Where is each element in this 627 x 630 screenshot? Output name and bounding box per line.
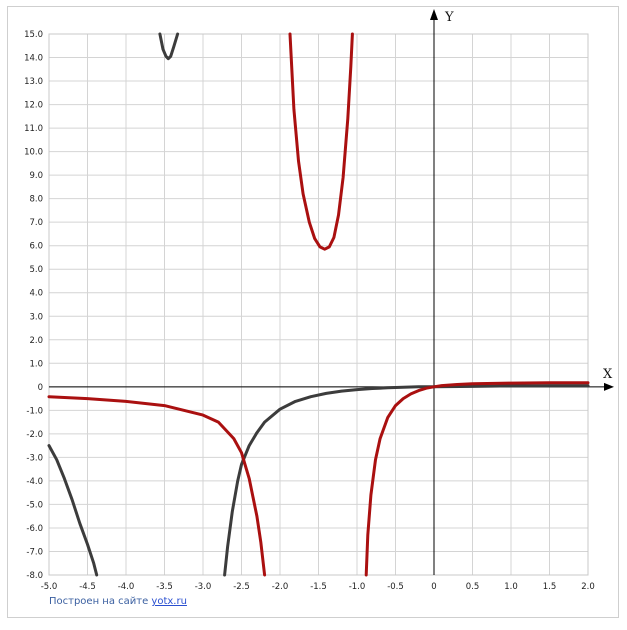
y-tick-label: 8.0 xyxy=(29,195,43,205)
x-tick-label: -4.5 xyxy=(79,582,96,592)
tick-labels: -5.0 -4.5 -4.0 -3.5 -3.0 -2.5 -2.0 -1.5 -1.0 -0.5… xyxy=(24,30,595,592)
x-tick-label: -2.0 xyxy=(272,582,289,592)
y-tick-label: -6.0 xyxy=(26,524,43,534)
x-tick-label: 0 xyxy=(431,582,436,592)
y-tick-label: -5.0 xyxy=(26,500,43,510)
y-axis-label: Y xyxy=(444,10,454,25)
axes: XY xyxy=(49,9,614,575)
x-tick-label: 2.0 xyxy=(581,582,595,592)
y-tick-label: 14.0 xyxy=(24,54,43,64)
credit-link[interactable]: yotx.ru xyxy=(151,596,187,607)
curve-red-segment xyxy=(47,395,267,577)
y-tick-label: 12.0 xyxy=(24,101,43,111)
y-tick-label: 13.0 xyxy=(24,77,43,87)
y-tick-label: 6.0 xyxy=(29,242,43,252)
y-tick-label: -8.0 xyxy=(26,571,43,581)
y-tick-label: 4.0 xyxy=(29,289,43,299)
y-tick-label: 1.0 xyxy=(29,359,43,369)
curve-red-segment xyxy=(364,381,590,577)
y-tick-label: -1.0 xyxy=(26,406,43,416)
x-tick-label: -2.5 xyxy=(233,582,250,592)
x-axis-arrow xyxy=(604,382,614,391)
x-axis-label: X xyxy=(603,367,613,382)
y-tick-label: 2.0 xyxy=(29,336,43,346)
x-tick-label: 1.0 xyxy=(504,582,518,592)
y-axis-arrow xyxy=(430,9,438,20)
x-tick-label: -3.0 xyxy=(195,582,212,592)
x-tick-label: -5.0 xyxy=(41,582,58,592)
curve-dark-segment xyxy=(223,384,590,577)
x-tick-label: 1.5 xyxy=(543,582,557,592)
y-tick-label: -2.0 xyxy=(26,430,43,440)
y-tick-label: 10.0 xyxy=(24,148,43,158)
credit-text: Построен на сайте xyxy=(49,596,152,607)
curve-dark-segment xyxy=(158,32,180,61)
y-tick-label: -3.0 xyxy=(26,453,43,463)
y-tick-label: 5.0 xyxy=(29,265,43,275)
y-tick-label: -4.0 xyxy=(26,477,43,487)
y-tick-label: 0 xyxy=(38,383,43,393)
plot-border xyxy=(48,33,589,576)
curve-red-segment xyxy=(288,32,354,251)
x-tick-label: -4.0 xyxy=(118,582,135,592)
x-tick-label: -3.5 xyxy=(156,582,173,592)
site-credit: Построен на сайте yotx.ru xyxy=(49,596,187,607)
x-tick-label: 0.5 xyxy=(466,582,480,592)
grid xyxy=(48,33,589,576)
y-tick-label: 11.0 xyxy=(24,124,43,134)
y-tick-label: 15.0 xyxy=(24,30,43,40)
curves xyxy=(47,32,590,577)
y-tick-label: 7.0 xyxy=(29,218,43,228)
y-tick-label: 9.0 xyxy=(29,171,43,181)
x-tick-label: -1.0 xyxy=(349,582,366,592)
y-tick-label: -7.0 xyxy=(26,547,43,557)
x-tick-label: -1.5 xyxy=(310,582,327,592)
curve-dark-segment xyxy=(47,444,99,577)
y-tick-label: 3.0 xyxy=(29,312,43,322)
chart-frame xyxy=(7,6,619,618)
x-tick-label: -0.5 xyxy=(387,582,404,592)
